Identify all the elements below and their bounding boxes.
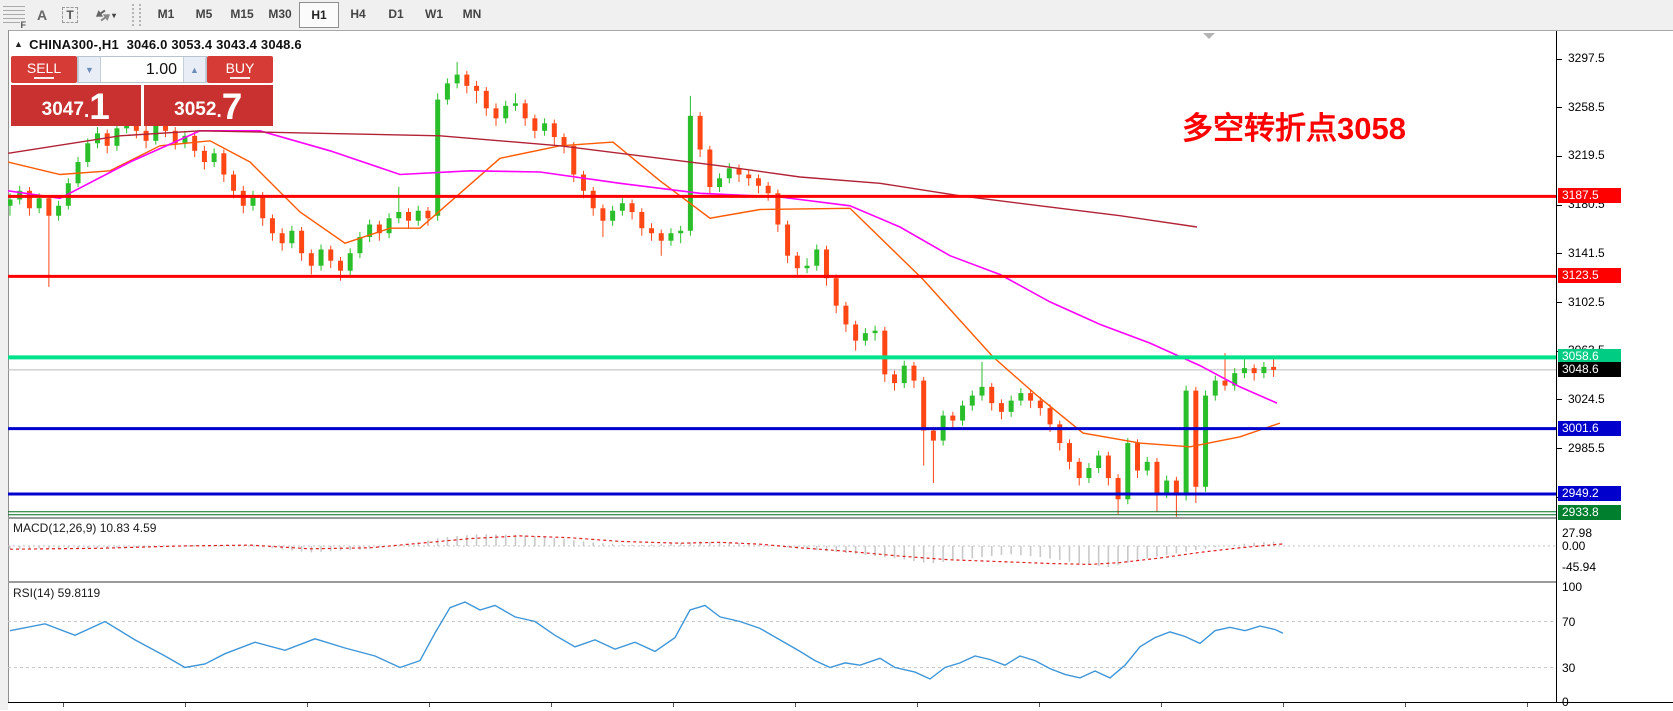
time-tick [185, 703, 186, 707]
time-tick [1405, 703, 1406, 707]
price-badge-3187.5: 3187.5 [1558, 188, 1621, 204]
text-tool-button[interactable]: A [29, 3, 55, 27]
price-badge-3048.6: 3048.6 [1558, 361, 1621, 377]
macd-axis-label: -45.94 [1562, 560, 1597, 575]
time-tick [429, 703, 430, 707]
up-arrow-icon: ▲ [190, 64, 199, 75]
macd-panel-divider[interactable] [8, 517, 1556, 519]
price-tick-label: 2985.5 [1568, 440, 1605, 455]
macd-axis-label: 27.98 [1562, 526, 1593, 541]
time-axis[interactable] [8, 702, 1673, 711]
timeframe-button-H4[interactable]: H4 [350, 7, 366, 21]
ma-medium-line [8, 130, 1278, 404]
axis-separator [1556, 31, 1557, 702]
label-tool-button[interactable]: T [57, 3, 83, 27]
price-tick-label: 3219.5 [1568, 148, 1605, 163]
arrows-tool-button[interactable]: ▾ [85, 3, 125, 27]
price-tick-label: 3102.5 [1568, 294, 1605, 309]
buy-price-display[interactable]: 3052. 7 [143, 85, 273, 126]
volume-increase-button[interactable]: ▲ [183, 57, 206, 82]
rsi-axis-label: 100 [1562, 580, 1583, 594]
ma-fast-line [8, 140, 1281, 448]
price-tick-dash [1557, 253, 1562, 255]
macd-axis-label: 0.00 [1562, 539, 1586, 553]
volume-value[interactable]: 1.00 [145, 60, 177, 78]
timeframe-button-M15[interactable]: M15 [230, 7, 254, 21]
time-tick [917, 703, 918, 707]
toolbar: F A T ▾ M1 M5 M15 M30 H1 H4 D1 W1 MN [0, 0, 1673, 31]
rsi-panel-divider[interactable] [8, 581, 1556, 583]
sell-underline [34, 77, 54, 79]
price-tick-dash [1557, 107, 1562, 109]
collapse-panel-icon[interactable]: ▲ [14, 39, 24, 49]
chart-shift-marker [1203, 33, 1215, 39]
chevron-down-icon: ▾ [111, 10, 116, 20]
timeframe-button-MN[interactable]: MN [462, 7, 482, 21]
price-divider [140, 85, 144, 126]
rsi-axis-label: 70 [1562, 614, 1576, 629]
price-tick-label: 3024.5 [1568, 391, 1605, 406]
rsi-line [9, 601, 1284, 680]
time-tick [1527, 703, 1528, 707]
sell-price-display[interactable]: 3047. 1 [11, 85, 141, 126]
macd-label: MACD(12,26,9) 10.83 4.59 [13, 521, 157, 535]
time-tick [307, 703, 308, 707]
fibonacci-tool-button[interactable]: F [1, 3, 27, 30]
one-click-trading-panel: SELL ▼ 1.00 ▲ BUY 3047. 1 3052. 7 [11, 56, 273, 126]
price-badge-2933.8: 2933.8 [1558, 505, 1621, 521]
time-tick [673, 703, 674, 707]
macd-panel[interactable] [8, 519, 1556, 581]
ma-slow-line [8, 130, 1198, 228]
sell-button[interactable]: SELL [11, 56, 77, 83]
timeframe-button-H1[interactable]: H1 [299, 2, 339, 28]
buy-button[interactable]: BUY [207, 56, 273, 83]
rsi-axis-label: 30 [1562, 660, 1576, 675]
toolbar-grip[interactable] [132, 4, 141, 26]
ohlc-values: 3046.0 3053.4 3043.4 3048.6 [126, 37, 302, 52]
chart-title: ▲ CHINA300-,H1 3046.0 3053.4 3043.4 3048.… [14, 37, 302, 52]
buy-underline [230, 77, 250, 79]
price-badge-3058.6: 3058.6 [1558, 349, 1621, 365]
volume-stepper: ▼ 1.00 ▲ [77, 56, 207, 83]
time-tick [795, 703, 796, 707]
price-badge-2949.2: 2949.2 [1558, 486, 1621, 502]
annotation-text: 多空转折点3058 [1182, 111, 1406, 146]
price-badge-3123.5: 3123.5 [1558, 268, 1621, 284]
price-tick-dash [1557, 58, 1562, 60]
timeframe-button-M1[interactable]: M1 [157, 7, 175, 21]
label-icon: T [62, 7, 78, 23]
timeframe-button-W1[interactable]: W1 [425, 7, 443, 21]
rsi-panel[interactable] [8, 583, 1556, 702]
macd-signal-line [9, 535, 1284, 566]
price-tick-label: 3141.5 [1568, 245, 1605, 260]
price-tick-dash [1557, 204, 1562, 206]
macd-histogram [9, 534, 1275, 567]
time-tick [551, 703, 552, 707]
timeframe-button-M5[interactable]: M5 [195, 7, 213, 21]
rsi-axis-label: 0 [1562, 695, 1569, 709]
price-tick-dash [1557, 448, 1562, 450]
time-tick [1161, 703, 1162, 707]
timeframe-button-D1[interactable]: D1 [388, 7, 404, 21]
text-icon: A [36, 7, 48, 23]
time-tick [1039, 703, 1040, 707]
symbol-period-label: CHINA300-,H1 [29, 37, 119, 52]
time-tick [63, 703, 64, 707]
time-tick [1283, 703, 1284, 707]
down-arrow-icon: ▼ [85, 64, 94, 75]
arrows-icon [95, 9, 110, 22]
timeframe-button-M30[interactable]: M30 [268, 7, 292, 21]
price-tick-label: 3258.5 [1568, 99, 1605, 114]
price-badge-3001.6: 3001.6 [1558, 420, 1621, 436]
price-tick-dash [1557, 155, 1562, 157]
price-tick-dash [1557, 302, 1562, 304]
rsi-label: RSI(14) 59.8119 [13, 586, 101, 600]
timeframe-group: M1 M5 M15 M30 H1 H4 D1 W1 MN [147, 2, 491, 28]
price-tick-dash [1557, 399, 1562, 401]
fibonacci-icon: F [3, 6, 27, 30]
volume-decrease-button[interactable]: ▼ [78, 57, 101, 82]
price-tick-label: 3297.5 [1568, 51, 1605, 65]
